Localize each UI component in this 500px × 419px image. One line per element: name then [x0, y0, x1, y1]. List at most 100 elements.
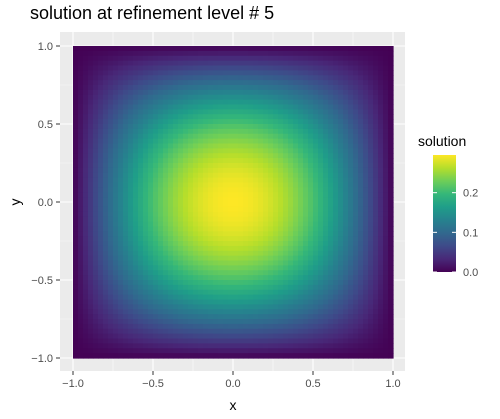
heatmap-cell: [363, 353, 369, 359]
heatmap-cell: [323, 294, 329, 301]
heatmap-cell: [218, 319, 224, 325]
heatmap-cell: [348, 128, 354, 135]
heatmap-cell: [298, 50, 304, 57]
heatmap-cell: [188, 343, 194, 349]
heatmap-cell: [123, 148, 129, 154]
heatmap-cell: [93, 338, 99, 344]
heatmap-cell: [283, 192, 289, 198]
heatmap-cell: [338, 241, 344, 247]
heatmap-cell: [83, 284, 89, 291]
colorbar-tick-label: 0.1: [463, 227, 478, 239]
heatmap-cell: [108, 280, 114, 286]
heatmap-cell: [183, 348, 189, 354]
heatmap-cell: [323, 265, 329, 271]
heatmap-cell: [313, 55, 319, 62]
heatmap-cell: [358, 104, 364, 110]
heatmap-cell: [238, 128, 244, 135]
heatmap-cell: [333, 206, 339, 213]
heatmap-cell: [208, 338, 214, 344]
heatmap-cell: [183, 231, 189, 237]
heatmap-cell: [323, 143, 329, 149]
heatmap-cell: [328, 109, 334, 115]
heatmap-cell: [253, 309, 259, 315]
heatmap-cell: [183, 172, 189, 179]
heatmap-cell: [173, 192, 179, 198]
heatmap-cell: [103, 46, 109, 52]
heatmap-cell: [123, 299, 129, 305]
heatmap-cell: [353, 75, 359, 81]
heatmap-cell: [108, 114, 114, 120]
heatmap-cell: [388, 275, 394, 281]
heatmap-cell: [328, 85, 334, 91]
heatmap-cell: [148, 133, 154, 140]
heatmap-cell: [108, 70, 114, 76]
heatmap-cell: [198, 333, 204, 340]
heatmap-cell: [203, 309, 209, 315]
heatmap-cell: [328, 328, 334, 335]
heatmap-cell: [208, 50, 214, 57]
heatmap-cell: [173, 50, 179, 57]
heatmap-cell: [293, 255, 299, 262]
heatmap-cell: [278, 250, 284, 257]
heatmap-cell: [253, 119, 259, 125]
heatmap-cell: [228, 275, 234, 281]
heatmap-cell: [153, 299, 159, 305]
heatmap-cell: [143, 187, 149, 193]
heatmap-cell: [188, 328, 194, 335]
heatmap-cell: [108, 128, 114, 135]
heatmap-cell: [233, 158, 239, 164]
heatmap-cell: [248, 275, 254, 281]
heatmap-cell: [133, 284, 139, 291]
heatmap-cell: [353, 265, 359, 271]
heatmap-cell: [93, 138, 99, 145]
heatmap-cell: [223, 109, 229, 115]
heatmap-cell: [308, 206, 314, 213]
heatmap-cell: [193, 304, 199, 310]
heatmap-cell: [198, 231, 204, 237]
heatmap-cell: [133, 338, 139, 344]
heatmap-cell: [103, 172, 109, 179]
heatmap-cell: [293, 294, 299, 301]
heatmap-cell: [288, 348, 294, 354]
heatmap-cell: [183, 75, 189, 81]
heatmap-cell: [328, 46, 334, 52]
heatmap-cell: [303, 250, 309, 257]
heatmap-cell: [183, 128, 189, 135]
heatmap-cell: [213, 167, 219, 174]
heatmap-cell: [123, 172, 129, 179]
heatmap-cell: [218, 260, 224, 266]
heatmap-cell: [143, 294, 149, 301]
heatmap-cell: [193, 236, 199, 242]
heatmap-cell: [223, 124, 229, 130]
heatmap-cell: [278, 211, 284, 218]
heatmap-cell: [138, 153, 144, 159]
heatmap-cell: [198, 284, 204, 291]
heatmap-cell: [138, 89, 144, 96]
heatmap-cell: [78, 245, 84, 252]
heatmap-cell: [113, 284, 119, 291]
heatmap-cell: [208, 167, 214, 174]
heatmap-cell: [173, 99, 179, 106]
heatmap-cell: [143, 119, 149, 125]
heatmap-cell: [183, 202, 189, 208]
heatmap-cell: [123, 109, 129, 115]
heatmap-cell: [208, 182, 214, 188]
heatmap-cell: [153, 182, 159, 188]
heatmap-cell: [188, 182, 194, 188]
heatmap-cell: [293, 70, 299, 76]
heatmap-cell: [358, 338, 364, 344]
heatmap-cell: [318, 216, 324, 223]
heatmap-cell: [258, 89, 264, 96]
heatmap-cell: [108, 138, 114, 145]
heatmap-cell: [358, 172, 364, 179]
heatmap-cell: [283, 197, 289, 203]
heatmap-cell: [213, 323, 219, 330]
heatmap-cell: [253, 299, 259, 305]
heatmap-cell: [308, 314, 314, 320]
heatmap-cell: [298, 133, 304, 140]
heatmap-cell: [78, 138, 84, 145]
heatmap-cell: [188, 55, 194, 62]
heatmap-cell: [123, 80, 129, 86]
heatmap-cell: [298, 250, 304, 257]
heatmap-cell: [238, 275, 244, 281]
